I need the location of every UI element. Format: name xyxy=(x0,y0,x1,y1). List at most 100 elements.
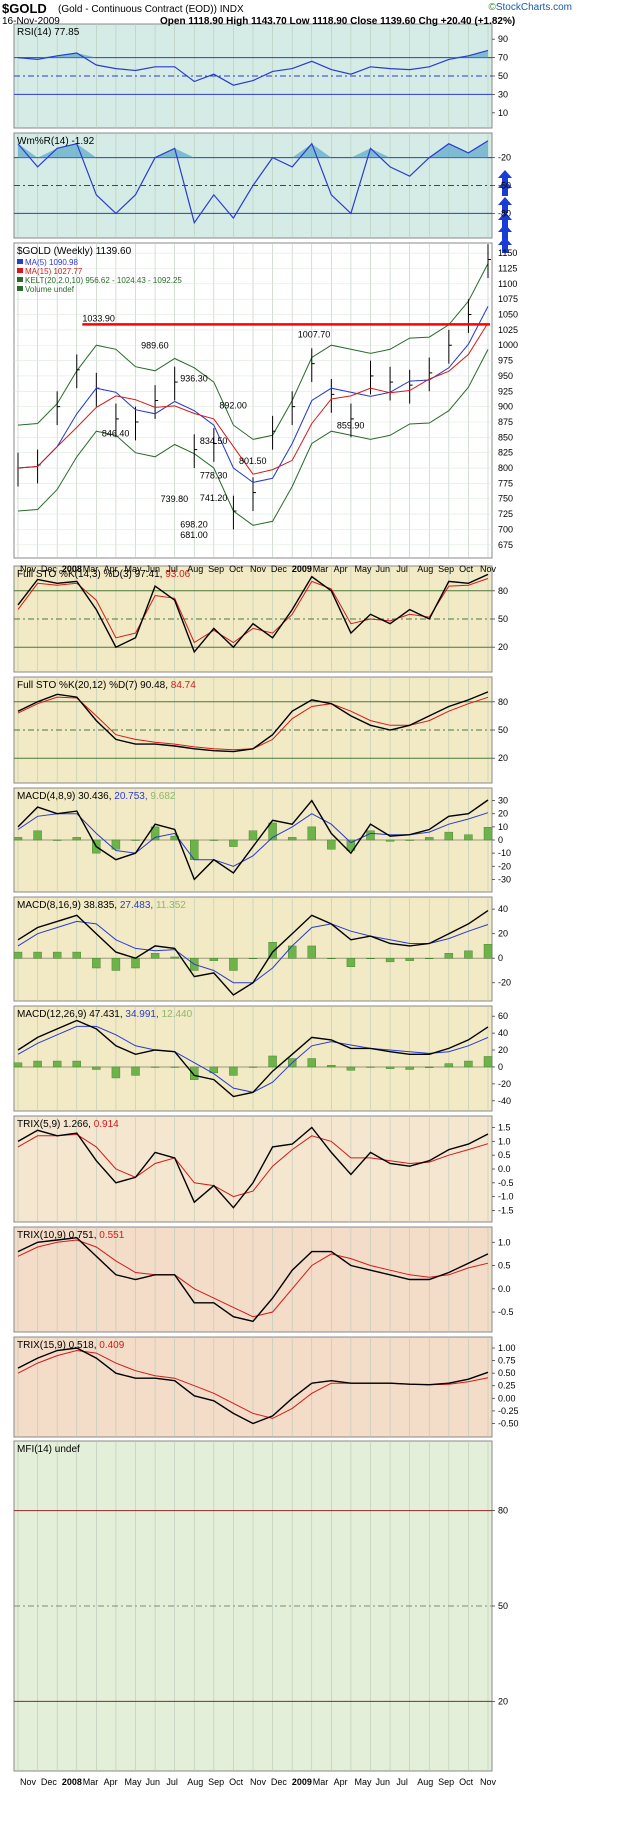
price-tick-label: 700 xyxy=(498,524,513,534)
x-axis-label: May xyxy=(355,1777,373,1787)
x-axis-label: Aug xyxy=(187,564,203,574)
sto1-value2: 93.06 xyxy=(165,569,190,580)
x-axis-label: Jun xyxy=(145,1777,160,1787)
x-axis-label: Aug xyxy=(417,1777,433,1787)
y-tick-label: 50 xyxy=(498,614,508,624)
y-tick-label: 10 xyxy=(498,108,508,118)
macd3-main-line xyxy=(17,1019,489,1098)
y-tick-label: 0.5 xyxy=(498,1261,511,1271)
legend-label: MA(5) 1090.98 xyxy=(25,258,78,267)
x-axis-label: Jul xyxy=(396,1777,408,1787)
x-axis-label: Nov xyxy=(20,564,37,574)
x-axis-label: Nov xyxy=(480,1777,497,1787)
price-annotation: 936.30 xyxy=(180,373,208,383)
macd1-histogram-bar xyxy=(307,826,316,841)
x-axis-label: Apr xyxy=(334,564,348,574)
x-axis-label: Jul xyxy=(166,564,178,574)
brand-logo[interactable]: ©StockCharts.com xyxy=(488,2,572,13)
y-tick-label: -0.5 xyxy=(498,1307,514,1317)
trix2-title: TRIX(10,9) 0.751, xyxy=(17,1230,99,1241)
macd1-histogram-bar xyxy=(425,837,434,841)
macd1-histogram-bar xyxy=(150,826,160,841)
y-tick-label: 0 xyxy=(498,953,503,963)
y-tick-label: 80 xyxy=(498,1506,508,1516)
y-tick-label: -20 xyxy=(498,861,511,871)
trix2-signal-line xyxy=(17,1239,489,1318)
macd3-histogram-bar xyxy=(346,1066,356,1071)
price-tick-label: 850 xyxy=(498,432,513,442)
macd3-histogram-bar xyxy=(72,1060,81,1068)
macd1-title: MACD(4,8,9) 30.436, xyxy=(17,791,114,802)
macd3-histogram-bar xyxy=(444,1063,454,1068)
price-tick-label: 825 xyxy=(498,448,513,458)
rsi-line xyxy=(17,49,489,86)
trix3-main-line xyxy=(17,1347,489,1425)
sto1-title-text: Full STO %K(14,3) %D(3) 97.41, 93.06 xyxy=(17,569,191,580)
y-tick-label: 40 xyxy=(498,904,508,914)
price-annotation: 801.50 xyxy=(239,456,267,466)
price-annotation: 698.20 xyxy=(180,520,208,530)
trix1-signal-line xyxy=(17,1133,489,1198)
macd1-histogram-bar xyxy=(385,839,395,842)
brand-dot: © xyxy=(488,2,496,13)
y-tick-label: -0.50 xyxy=(498,1418,519,1428)
x-axis-label: Nov xyxy=(250,1777,267,1787)
macd1-histogram-bar xyxy=(268,822,277,841)
chart-date: 16-Nov-2009 xyxy=(2,16,60,27)
x-axis-label: Nov xyxy=(250,564,267,574)
y-tick-label: 0.75 xyxy=(498,1356,516,1366)
legend-label: MA(15) 1027.77 xyxy=(25,267,83,276)
keltner-upper xyxy=(17,263,489,440)
symbol-description: (Gold - Continuous Contract (EOD)) INDX xyxy=(58,4,244,15)
macd1-histogram-bar xyxy=(33,830,42,841)
macd3-histogram-bar xyxy=(209,1066,219,1074)
y-tick-label: 0 xyxy=(498,1062,503,1072)
trix2-main-line xyxy=(17,1236,489,1323)
legend-label: KELT(20,2.0,10) 956.62 - 1024.43 - 1092.… xyxy=(25,276,182,285)
macd2-histogram-bar xyxy=(52,951,62,959)
macd1-histogram-bar xyxy=(229,839,238,847)
x-axis-label: Aug xyxy=(417,564,433,574)
macd1-histogram-bar xyxy=(483,827,493,841)
price-tick-label: 900 xyxy=(498,402,513,412)
macd2-histogram-bar xyxy=(170,956,179,959)
macd1-histogram-bar xyxy=(444,831,454,841)
macd2-histogram-bar xyxy=(483,944,493,959)
trix1-value2: 0.914 xyxy=(94,1119,119,1130)
y-tick-label: 20 xyxy=(498,809,508,819)
macd1-histogram-bar xyxy=(287,837,297,841)
price-tick-label: 950 xyxy=(498,371,513,381)
y-tick-label: 20 xyxy=(498,929,508,939)
y-tick-label: 20 xyxy=(498,642,508,652)
x-axis-label: Jun xyxy=(375,1777,390,1787)
y-tick-label: 50 xyxy=(498,725,508,735)
legend-swatch xyxy=(17,277,23,282)
macd3-histogram-bar xyxy=(52,1060,62,1068)
sto1-title: Full STO %K(14,3) %D(3) 97.41, xyxy=(17,569,165,580)
macd2-histogram-bar xyxy=(33,951,42,959)
rsi-title: RSI(14) 77.85 xyxy=(17,27,80,38)
macd3-histogram-bar xyxy=(425,1066,434,1069)
x-axis-label: Nov xyxy=(480,564,497,574)
price-tick-label: 775 xyxy=(498,478,513,488)
mfi-title-text: MFI(14) undef xyxy=(17,1444,80,1455)
brand-text: StockCharts.com xyxy=(495,2,572,13)
wr-upper-fill xyxy=(18,140,488,158)
price-annotation: 1007.70 xyxy=(298,330,331,340)
trix1-title: TRIX(5,9) 1.266, xyxy=(17,1119,94,1130)
macd2-value3: 11.352 xyxy=(156,900,186,911)
legend-swatch xyxy=(17,259,23,264)
x-axis-label: Dec xyxy=(41,564,58,574)
sto1-signal-line xyxy=(17,578,489,644)
macd2-histogram-bar xyxy=(131,958,140,969)
ma15-line xyxy=(17,322,489,475)
macd2-histogram-bar xyxy=(268,942,277,959)
macd1-histogram-bar xyxy=(72,837,81,841)
y-tick-label: 0 xyxy=(498,835,503,845)
x-axis-label: Aug xyxy=(187,1777,203,1787)
y-tick-label: 0.25 xyxy=(498,1381,516,1391)
macd3-histogram-bar xyxy=(307,1058,316,1068)
y-tick-label: 0.5 xyxy=(498,1150,511,1160)
macd1-histogram-bar xyxy=(327,839,336,850)
